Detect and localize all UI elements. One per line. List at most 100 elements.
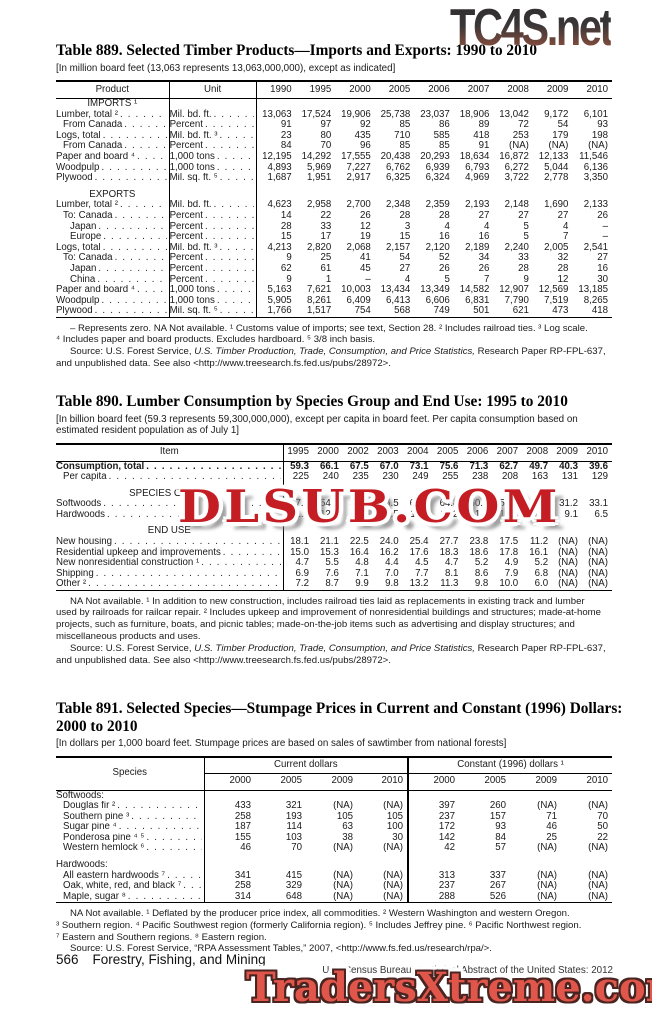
value-cell: 16.1 [529,547,549,558]
value-cell: 27.7 [439,536,459,548]
value-cell [335,190,375,201]
label-wrap: Mil. sq. ft. ⁵ [170,173,256,183]
value-cell: 179 [552,130,569,141]
value-cell: 501 [473,306,490,317]
value-cell: 72 [518,120,529,131]
value-cell [561,790,612,801]
value-cell: 1,687 [267,172,292,184]
value-cell: 25.4 [409,536,429,548]
value-cell: 85 [399,141,411,152]
unit-cell: 1,000 tons [169,162,257,173]
table-890-title: Table 890. Lumber Consumption by Species… [56,393,568,410]
dot-leaders [183,881,201,891]
value-cell: 21.1 [320,536,339,548]
label-header: Product [56,81,170,99]
value-cell: (NA) [357,800,410,812]
dot-leaders [217,163,254,173]
row-label: Europe [70,231,102,243]
value-cell [510,790,561,801]
row-label: To: Canada [63,210,113,221]
table-row: Logs, total Mil. bd. ft. ³ 23 80 435 710 585 41… [56,130,612,142]
value-cell: 5.5 [325,558,339,569]
value-cell: (NA) [357,843,410,854]
table-row: New housing 18.1 21.1 22.5 24.0 25.4 27.7 23.8 1… [56,536,612,548]
footnote-line: NA Not available. ¹ Deflated by the prod… [70,908,570,920]
label-wrap: Consumption, total [56,461,282,472]
value-cell: 258 [234,811,251,822]
value-cell: (NA) [333,843,353,854]
source-italic-title: U.S. Timber Production, Trade, Consumpti… [194,642,475,654]
value-cell: 105 [357,811,410,823]
value-cell: 17,555 [341,151,371,162]
row-label: Western hemlock ⁶ [63,843,145,854]
value-cell: 9 [286,274,292,285]
value-cell [255,790,306,801]
row-label-cell: Sugar pine ⁴ [56,822,205,833]
value-cell: 80 [320,130,332,141]
row-label-cell: Logs, total [56,242,170,254]
row-label: Mil. bd. ft. ³ [169,242,218,253]
year-header: 2006 [462,443,493,462]
year-header: 2007 [453,81,494,99]
unit-cell: Percent [169,141,257,152]
value-cell: 61 [320,263,332,274]
value-cell: 12,133 [538,151,569,162]
value-cell: (NA) [558,579,578,590]
value-cell: 54 [399,253,411,264]
row-label: Other ² [56,579,87,590]
row-label: Logs, total [56,242,101,253]
year-header: 2000 [408,773,460,791]
label-wrap: Logs, total [56,131,168,141]
row-label: Japan [70,221,97,232]
value-cell: 13,434 [380,284,411,296]
table-row: Oak, white, red, and black ⁷ 258 329 (NA) (N… [56,881,612,892]
row-label-cell: Japan [56,221,170,232]
dot-leaders [97,275,166,285]
year-header: 2005 [374,81,415,99]
value-cell: 28 [399,210,411,221]
value-cell [408,860,459,871]
table-row: SPECIES GROUP [56,488,612,500]
row-label: Percent [169,210,203,221]
unit-cell: Mil. bd. ft. ³ [169,242,257,254]
value-cell: 4.4 [385,558,399,569]
value-cell: 6,324 [425,172,450,184]
row-label-cell: Paper and board ⁴ [56,151,170,163]
label-wrap: New housing [56,537,282,547]
year-header: 2000 [312,443,343,462]
label-wrap: Mil. bd. ft. [170,109,256,120]
row-label-cell: Plywood [56,172,170,184]
value-cell: (NA) [537,891,558,902]
value-cell: 7.0 [385,568,399,579]
value-cell: 6.9 [295,568,309,579]
value-cell: 6.8 [534,568,549,579]
value-cell: 267 [489,881,507,892]
value-cell: 52 [439,253,450,264]
table-head: Species Current dollars Constant (1996) do… [56,756,613,791]
dot-leaders [120,110,167,120]
value-cell: 260 [489,800,507,812]
dot-leaders [128,892,202,902]
table-head: Product Unit 1990 1995 2000 2005 2006 2007 2008 2… [56,81,612,99]
label-wrap: China [56,274,168,285]
value-cell: 7 [563,231,569,243]
value-cell: (NA) [333,881,353,892]
value-cell: 103 [285,832,302,843]
value-cell: 435 [354,130,371,141]
value-cell: 25 [546,832,558,843]
value-cell: 49.7 [529,461,549,472]
value-cell: 1,766 [267,306,292,317]
dot-leaders [103,243,167,253]
value-cell: 8,261 [306,295,332,306]
unit-cell [169,189,257,201]
value-cell [373,489,403,500]
value-cell: 10.5 [379,509,399,520]
value-cell: 14 [280,210,292,221]
row-label: Lumber, total ² [56,109,118,120]
label-wrap: Japan [56,264,168,274]
source-text: and unpublished data. See also <http://w… [56,654,391,666]
source-text: and unpublished data. See also <http://w… [56,357,391,369]
value-cell: (NA) [588,568,608,579]
footnote-line: miscellaneous products and uses. [56,631,201,643]
table-row: China Percent 9 1 – 4 5 7 9 12 30 [56,274,612,285]
